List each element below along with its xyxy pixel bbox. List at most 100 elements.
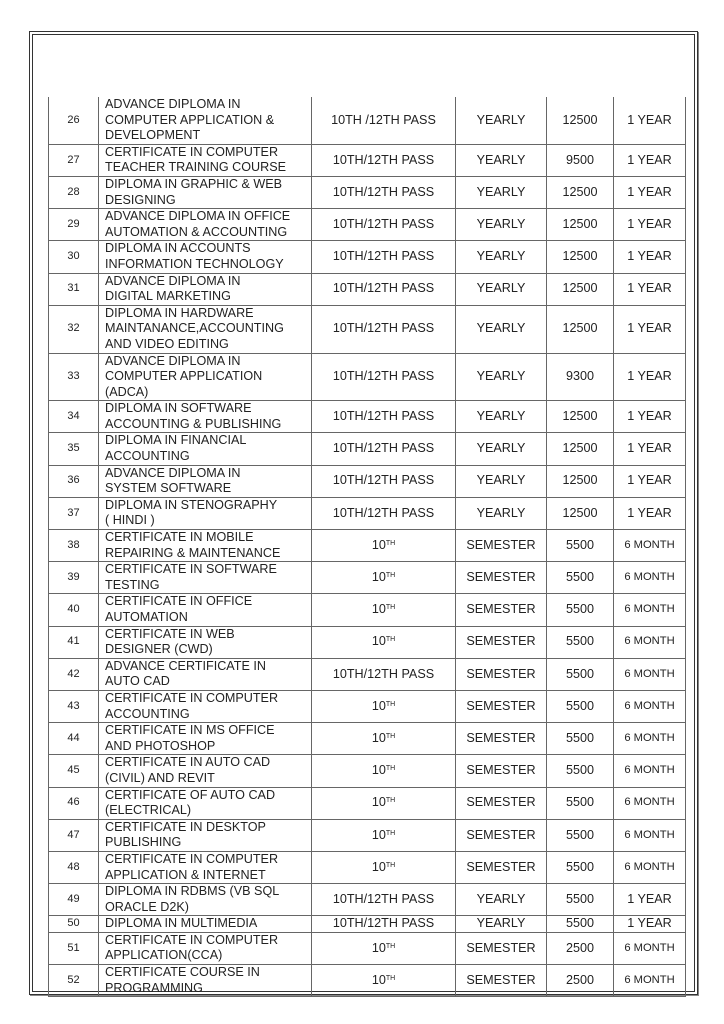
table-row: 31 ADVANCE DIPLOMA IN DIGITAL MARKETING 10…: [48, 272, 686, 306]
fee-cell-text: 5500: [565, 763, 595, 778]
course-name-cell: ADVANCE DIPLOMA IN COMPUTER APPLICATION …: [98, 97, 312, 145]
table-row: 39 CERTIFICATE IN SOFTWARE TESTING 10TH SEM…: [48, 561, 686, 595]
table-body: 26 ADVANCE DIPLOMA IN COMPUTER APPLICATIO…: [48, 97, 686, 998]
course-name-cell: DIPLOMA IN MULTIMEDIA: [98, 915, 312, 933]
serial-number-cell-text: 29: [67, 217, 80, 230]
fee-cell: 5500: [546, 883, 614, 917]
duration-cell: 6 MONTH: [613, 593, 686, 627]
serial-number-cell-text: 48: [67, 860, 80, 873]
qualification-cell-text: 10: [371, 730, 386, 745]
serial-number-cell-text: 37: [67, 506, 80, 519]
qualification-superscript: TH: [385, 604, 396, 612]
fee-cell: 5500: [546, 657, 614, 691]
fee-cell: 5500: [546, 529, 614, 563]
qualification-cell-text: 10: [371, 795, 386, 810]
qualification-superscript: TH: [385, 861, 396, 869]
course-name-cell: CERTIFICATE OF AUTO CAD (ELECTRICAL): [98, 786, 312, 820]
serial-number-cell: 45: [48, 754, 99, 788]
duration-cell: 1 YEAR: [613, 304, 686, 354]
serial-number-cell: 36: [48, 464, 99, 498]
duration-cell-text: 6 MONTH: [624, 860, 675, 873]
qualification-cell-text: 10: [371, 698, 386, 713]
fee-mode-cell: YEARLY: [455, 400, 547, 434]
qualification-cell: 10TH: [311, 561, 456, 595]
duration-cell-text: 1 YEAR: [627, 184, 672, 199]
table-row: 32 DIPLOMA IN HARDWARE MAINTANANCE,ACCOUN…: [48, 304, 686, 354]
course-name-cell: CERTIFICATE IN WEB DESIGNER (CWD): [98, 625, 312, 659]
fee-cell-text: 12500: [562, 473, 598, 488]
serial-number-cell-text: 33: [67, 370, 80, 383]
course-name-cell-text: ADVANCE DIPLOMA IN COMPUTER APPLICATION …: [105, 97, 275, 143]
duration-cell: 6 MONTH: [613, 722, 686, 756]
qualification-cell-text: 10: [371, 537, 386, 552]
fee-mode-cell: SEMESTER: [455, 593, 547, 627]
qualification-cell-text: 10TH/12TH PASS: [332, 369, 435, 384]
fee-mode-cell: YEARLY: [455, 272, 547, 306]
course-name-cell-text: ADVANCE DIPLOMA IN COMPUTER APPLICATION …: [105, 353, 263, 399]
qualification-superscript: TH: [385, 797, 396, 805]
course-fee-table: 26 ADVANCE DIPLOMA IN COMPUTER APPLICATIO…: [48, 97, 686, 998]
course-name-cell-text: CERTIFICATE IN COMPUTER APPLICATION & IN…: [105, 851, 279, 882]
table-row: 36 ADVANCE DIPLOMA IN SYSTEM SOFTWARE 10TH…: [48, 464, 686, 498]
duration-cell: 1 YEAR: [613, 400, 686, 434]
serial-number-cell: 37: [48, 496, 99, 531]
qualification-cell: 10TH: [311, 931, 456, 966]
duration-cell: 6 MONTH: [613, 657, 686, 691]
fee-cell: 9500: [546, 143, 614, 177]
qualification-cell-text: 10: [371, 827, 386, 842]
table-row: 29 ADVANCE DIPLOMA IN OFFICE AUTOMATION &…: [48, 208, 686, 242]
serial-number-cell-text: 46: [67, 796, 80, 809]
course-name-cell: CERTIFICATE IN AUTO CAD (CIVIL) AND REVI…: [98, 754, 312, 788]
course-name-cell: CERTIFICATE IN MOBILE REPAIRING & MAINTE…: [98, 529, 312, 563]
fee-cell-text: 9300: [565, 369, 595, 384]
course-name-cell: CERTIFICATE IN COMPUTER ACCOUNTING: [98, 689, 312, 724]
fee-cell: 12500: [546, 496, 614, 531]
serial-number-cell-text: 30: [67, 250, 80, 263]
serial-number-cell-text: 34: [67, 410, 80, 423]
duration-cell: 1 YEAR: [613, 352, 686, 402]
fee-mode-cell: YEARLY: [455, 352, 547, 402]
course-name-cell-text: ADVANCE CERTIFICATE IN AUTO CAD: [105, 658, 266, 689]
serial-number-cell-text: 38: [67, 538, 80, 551]
duration-cell: 1 YEAR: [613, 143, 686, 177]
duration-cell: 1 YEAR: [613, 272, 686, 306]
fee-cell-text: 5500: [565, 916, 595, 931]
duration-cell-text: 1 YEAR: [627, 409, 672, 424]
qualification-cell-text: 10TH/12TH PASS: [332, 409, 435, 424]
qualification-cell-text: 10TH/12TH PASS: [332, 505, 435, 520]
course-name-cell-text: CERTIFICATE IN MOBILE REPAIRING & MAINTE…: [105, 530, 281, 560]
serial-number-cell-text: 32: [67, 322, 80, 335]
fee-cell-text: 5500: [565, 698, 595, 713]
fee-mode-cell: SEMESTER: [455, 722, 547, 756]
course-name-cell: DIPLOMA IN RDBMS (VB SQL ORACLE D2K): [98, 883, 312, 917]
qualification-cell: 10TH/12TH PASS: [311, 432, 456, 466]
qualification-cell: 10TH/12TH PASS: [311, 240, 456, 274]
qualification-cell: 10TH: [311, 722, 456, 756]
table-row: 26 ADVANCE DIPLOMA IN COMPUTER APPLICATIO…: [48, 97, 686, 145]
course-name-cell: CERTIFICATE IN COMPUTER APPLICATION & IN…: [98, 850, 312, 885]
fee-mode-cell-text: YEARLY: [476, 281, 526, 296]
fee-mode-cell: SEMESTER: [455, 818, 547, 852]
fee-cell-text: 5500: [565, 537, 595, 552]
fee-cell-text: 5500: [565, 666, 595, 681]
fee-mode-cell-text: YEARLY: [476, 369, 526, 384]
table-row: 48 CERTIFICATE IN COMPUTER APPLICATION & …: [48, 850, 686, 885]
duration-cell-text: 6 MONTH: [624, 603, 675, 616]
fee-mode-cell-text: YEARLY: [476, 184, 526, 199]
qualification-cell: 10TH/12TH PASS: [311, 272, 456, 306]
qualification-superscript: TH: [385, 829, 396, 837]
duration-cell: 6 MONTH: [613, 931, 686, 966]
fee-cell-text: 12500: [562, 441, 598, 456]
course-name-cell: DIPLOMA IN SOFTWARE ACCOUNTING & PUBLISH…: [98, 400, 312, 434]
fee-mode-cell-text: SEMESTER: [466, 859, 536, 874]
fee-cell-text: 12500: [562, 184, 598, 199]
serial-number-cell-text: 28: [67, 185, 80, 198]
fee-mode-cell: SEMESTER: [455, 625, 547, 659]
fee-mode-cell-text: YEARLY: [476, 916, 526, 931]
table-row: 37 DIPLOMA IN STENOGRAPHY ( HINDI ) 10TH/1…: [48, 496, 686, 531]
fee-cell: 12500: [546, 240, 614, 274]
duration-cell-text: 6 MONTH: [624, 941, 675, 954]
serial-number-cell-text: 39: [67, 571, 80, 584]
fee-mode-cell-text: SEMESTER: [466, 570, 536, 585]
serial-number-cell: 52: [48, 964, 99, 998]
